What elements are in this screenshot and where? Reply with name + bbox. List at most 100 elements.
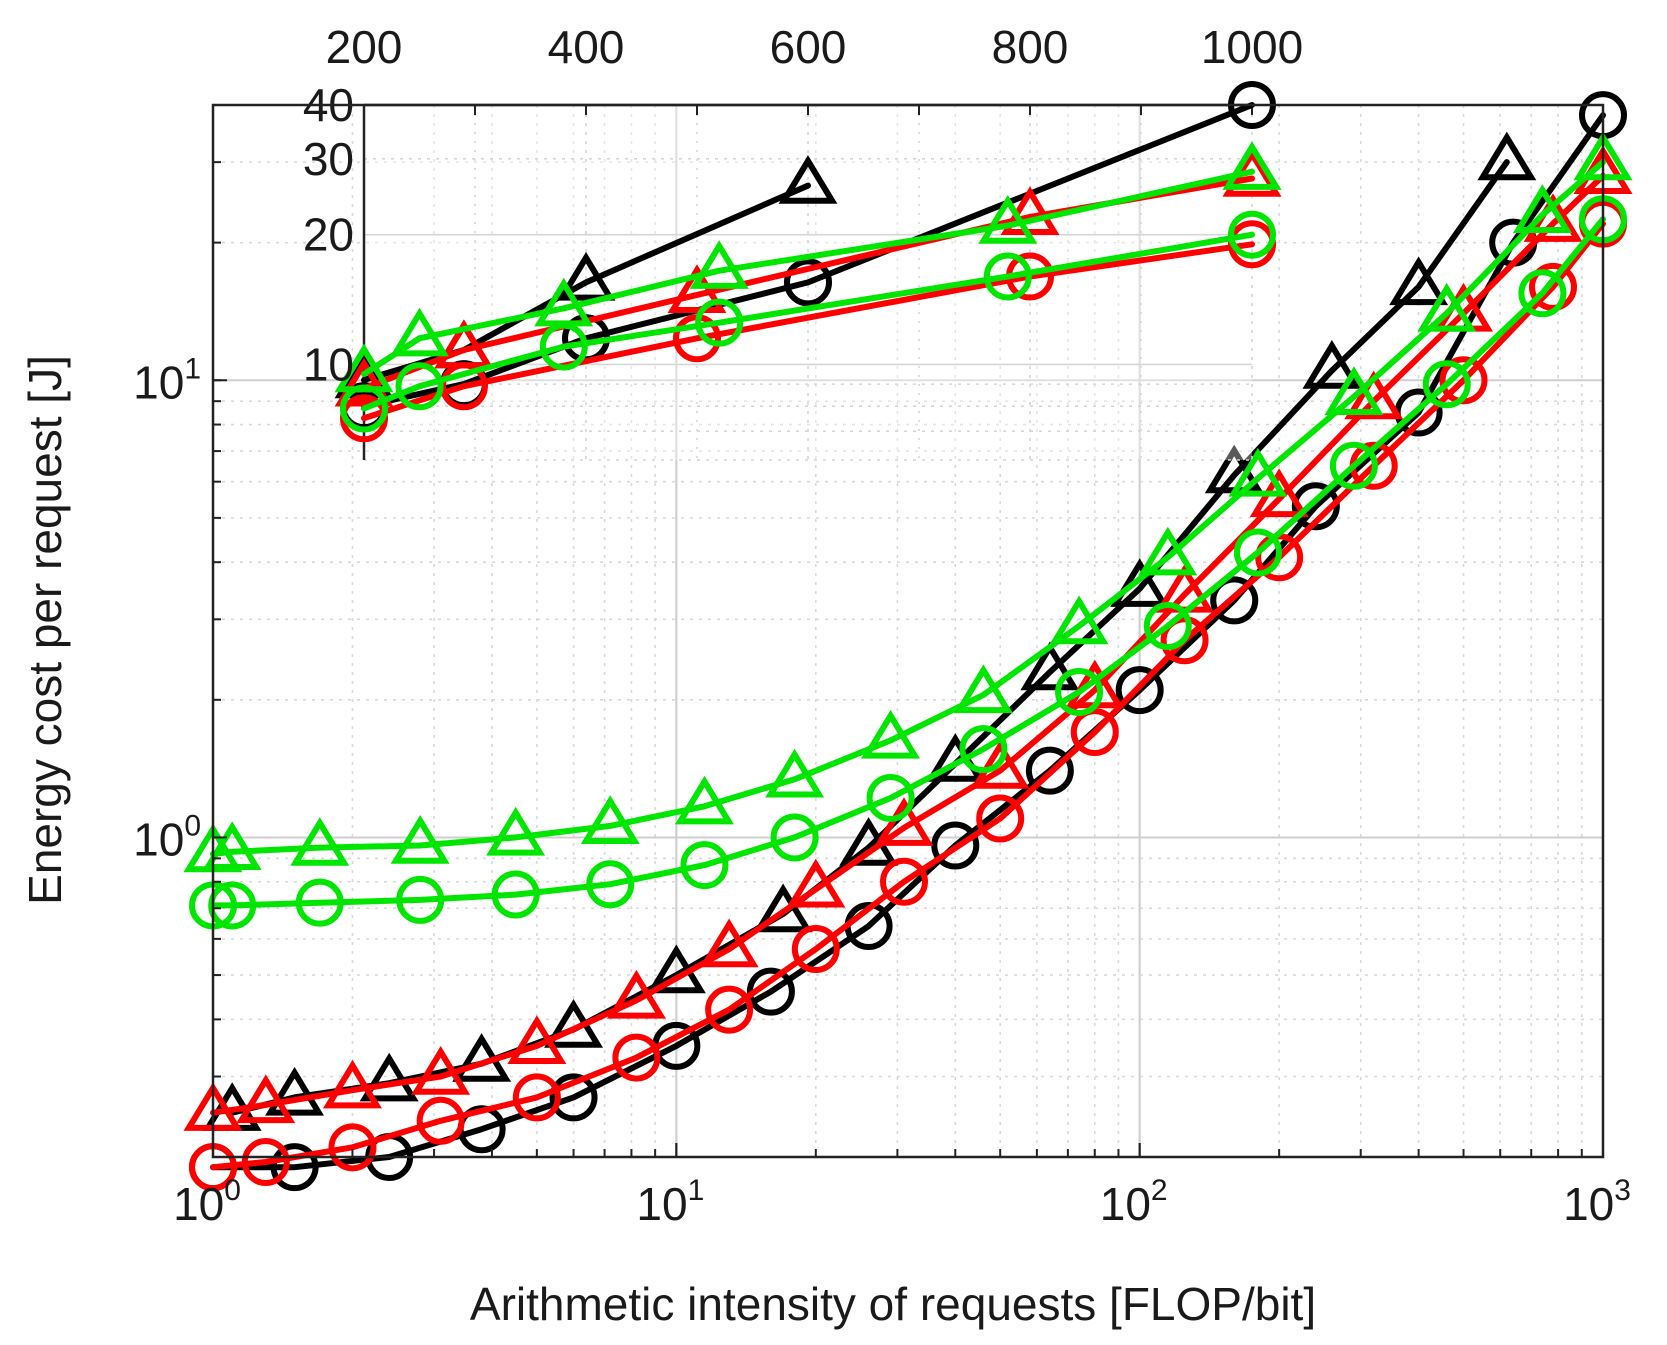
x-tick-label: 100 — [173, 1174, 241, 1230]
inset-point-green-triangle — [689, 240, 749, 289]
inset-point-green-triangle — [390, 307, 449, 357]
main-tick-labels: 100 101 102 103 100 101 — [133, 352, 1631, 1230]
main-point-black-triangle — [1389, 256, 1449, 306]
main-point-red-circle — [612, 1033, 661, 1082]
main-point-black-circle — [931, 821, 980, 870]
main-point-green-circle — [1422, 360, 1471, 409]
main-point-red-circle — [416, 1096, 465, 1145]
inset-x-tick-label: 600 — [770, 21, 847, 73]
main-point-red-circle — [512, 1073, 561, 1122]
main-point-green-triangle — [1512, 184, 1572, 233]
main-point-green-triangle — [765, 748, 825, 798]
main-point-red-triangle — [322, 1059, 382, 1109]
main-point-green-triangle — [953, 664, 1013, 714]
main-point-black-circle — [1025, 746, 1074, 795]
main-point-red-circle — [1070, 708, 1119, 757]
main-series — [183, 91, 1633, 1192]
main-point-green-triangle — [290, 817, 350, 866]
main-point-black-triangle — [359, 1052, 419, 1102]
main-point-green-triangle — [1324, 366, 1384, 415]
main-point-red-circle — [328, 1123, 377, 1172]
main-point-black-circle — [270, 1143, 319, 1192]
main-point-black-triangle — [265, 1066, 325, 1116]
inset-line-green-triangle — [361, 168, 1255, 377]
main-point-red-triangle — [699, 918, 759, 968]
main-point-black-triangle — [1302, 340, 1362, 389]
main-point-green-circle — [1518, 269, 1567, 318]
x-axis-label: Arithmetic intensity of requests [FLOP/b… — [470, 1278, 1316, 1330]
main-point-black-circle — [1115, 666, 1164, 715]
inset-point-green-circle — [340, 384, 388, 433]
main-point-black-triangle — [1020, 641, 1080, 691]
x-tick-label: 103 — [1563, 1174, 1631, 1230]
main-point-red-triangle — [236, 1074, 296, 1124]
inset-point-green-circle — [539, 322, 588, 371]
y-tick-label: 101 — [133, 352, 201, 408]
main-point-red-triangle — [507, 1015, 567, 1064]
main-line-red-circle — [210, 220, 1606, 1171]
y-tick-label: 100 — [133, 809, 201, 865]
main-point-green-triangle — [1138, 526, 1198, 576]
main-point-green-triangle — [390, 815, 450, 864]
main-point-green-circle — [770, 813, 819, 862]
inset-series-green-circle — [340, 210, 1276, 433]
inset-x-tick-label: 400 — [548, 21, 625, 73]
inset-point-green-circle — [983, 252, 1032, 301]
x-tick-label: 102 — [1100, 1174, 1168, 1230]
inset-point-black-circle — [784, 258, 832, 307]
main-point-red-triangle — [874, 797, 934, 846]
main-point-red-triangle — [411, 1046, 471, 1095]
main-point-black-triangle — [1110, 558, 1170, 607]
main-point-green-circle — [680, 841, 729, 890]
main-point-green-triangle — [1228, 447, 1288, 497]
main-point-green-triangle — [861, 709, 921, 759]
x-tick-label: 101 — [636, 1174, 704, 1230]
inset-point-green-circle — [695, 298, 744, 347]
main-series-red-triangle — [183, 145, 1633, 1131]
inset-line-green-circle — [361, 231, 1255, 412]
main-line-green-triangle — [210, 159, 1606, 857]
main-point-black-triangle — [753, 883, 813, 933]
y-axis-label: Energy cost per request [J] — [19, 355, 71, 905]
main-point-green-circle — [959, 725, 1008, 774]
inset-point-red-triangle — [334, 357, 394, 407]
inset-point-black-triangle — [778, 155, 838, 204]
plot-frame — [211, 103, 1605, 1159]
main-frame — [211, 103, 1605, 1159]
main-line-green-circle — [210, 216, 1606, 909]
main-point-red-triangle — [786, 858, 846, 908]
main-point-green-circle — [208, 881, 257, 930]
main-point-red-circle — [705, 985, 754, 1034]
main-point-red-circle — [791, 925, 840, 974]
inset-point-green-circle — [1228, 210, 1276, 259]
inset-point-green-triangle — [1222, 141, 1282, 190]
inset-x-tick-label: 800 — [992, 21, 1069, 73]
main-point-red-circle — [976, 794, 1025, 843]
inset-y-tick-label: 30 — [303, 133, 354, 185]
main-point-green-triangle — [1417, 282, 1477, 332]
main-point-green-circle — [1055, 668, 1104, 717]
main-series-green-triangle — [183, 131, 1633, 873]
main-point-black-circle — [1291, 482, 1340, 531]
inset-y-tick-label: 10 — [303, 338, 354, 390]
main-point-green-triangle — [202, 821, 262, 870]
main-point-green-circle — [1143, 602, 1192, 651]
main-point-green-triangle — [486, 806, 546, 856]
main-point-green-circle — [586, 860, 635, 909]
inset-point-black-triangle — [556, 251, 616, 301]
main-point-red-triangle — [606, 969, 666, 1019]
main-point-green-circle — [1329, 441, 1378, 490]
main-series-green-circle — [189, 195, 1627, 930]
main-point-red-triangle — [1344, 370, 1404, 420]
inset-point-green-triangle — [978, 195, 1038, 244]
inset-line-red-circle — [361, 241, 1255, 422]
main-point-red-circle — [879, 857, 928, 906]
main-point-green-triangle — [580, 795, 640, 844]
main-point-black-circle — [549, 1073, 598, 1122]
inset-point-red-triangle — [667, 264, 727, 313]
main-point-red-triangle — [970, 740, 1030, 789]
inset-point-green-circle — [395, 362, 444, 411]
